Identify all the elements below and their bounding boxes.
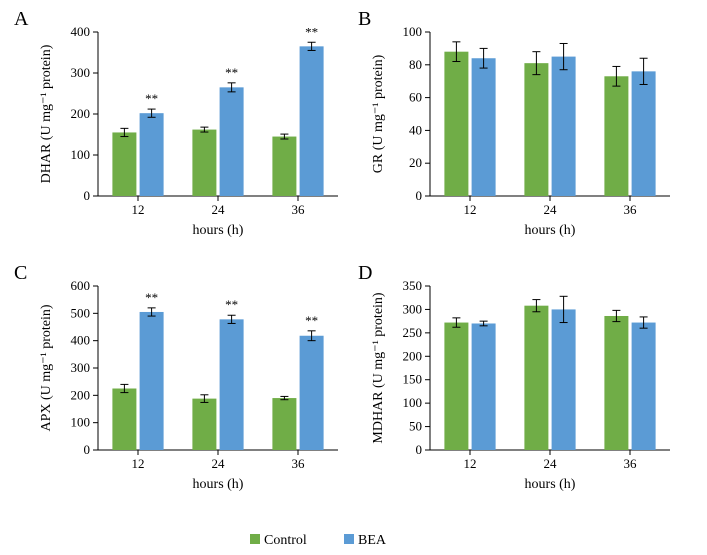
svg-text:36: 36 [624,456,638,471]
svg-text:100: 100 [71,147,91,162]
svg-text:**: ** [305,313,318,328]
svg-text:hours (h): hours (h) [525,223,576,238]
svg-text:GR (U mg⁻¹ protein): GR (U mg⁻¹ protein) [371,54,386,173]
svg-text:300: 300 [403,301,423,316]
svg-text:200: 200 [403,348,423,363]
svg-text:36: 36 [624,202,638,217]
panel-D-chart: 0 50 100 150 200 250 300 350 MDHAR (U mg⁻¹ prote… [370,270,690,500]
svg-text:0: 0 [416,442,423,457]
legend: Control BEA [250,528,490,552]
svg-text:60: 60 [409,90,422,105]
svg-text:APX (U mg⁻¹ protein): APX (U mg⁻¹ protein) [39,304,54,431]
svg-text:24: 24 [212,202,226,217]
svg-text:80: 80 [409,57,422,72]
svg-text:200: 200 [71,387,91,402]
svg-text:**: ** [145,91,158,106]
svg-text:12: 12 [132,202,145,217]
panel-A-label: A [14,8,28,31]
svg-text:400: 400 [71,24,91,39]
svg-text:12: 12 [132,456,145,471]
svg-text:300: 300 [71,65,91,80]
svg-text:0: 0 [84,442,91,457]
svg-text:350: 350 [403,278,423,293]
panel-B-chart: 0 20 40 60 80 100 GR (U mg⁻¹ protein) 12 24 36 hou… [370,16,690,246]
panel-C-chart: 0 100 200 300 400 500 600 APX (U mg⁻¹ protein) 1… [30,270,350,500]
svg-text:hours (h): hours (h) [193,477,244,492]
svg-text:**: ** [225,65,238,80]
svg-text:MDHAR (U mg⁻¹ protein): MDHAR (U mg⁻¹ protein) [371,292,386,444]
panel-C-label: C [14,262,27,285]
svg-text:300: 300 [71,360,91,375]
svg-text:36: 36 [292,202,306,217]
svg-text:**: ** [305,24,318,39]
svg-text:400: 400 [71,333,91,348]
svg-text:0: 0 [416,188,423,203]
svg-text:24: 24 [544,202,558,217]
svg-text:hours (h): hours (h) [193,223,244,238]
svg-text:hours (h): hours (h) [525,477,576,492]
svg-text:36: 36 [292,456,306,471]
svg-text:24: 24 [544,456,558,471]
svg-text:BEA: BEA [358,533,387,548]
svg-text:20: 20 [409,155,422,170]
svg-text:100: 100 [71,415,91,430]
svg-text:50: 50 [409,419,422,434]
svg-text:100: 100 [403,395,423,410]
svg-text:150: 150 [403,372,423,387]
svg-text:Control: Control [264,533,307,548]
panel-A-chart: 0 100 200 300 400 DHAR (U mg⁻¹ protein) 12 ** 24… [30,16,350,246]
svg-text:DHAR (U mg⁻¹ protein): DHAR (U mg⁻¹ protein) [39,44,54,183]
figure-root: A B C D 0100200300400DHAR (U mg⁻¹ protei… [0,0,707,555]
svg-text:12: 12 [464,456,477,471]
svg-text:12: 12 [464,202,477,217]
svg-text:250: 250 [403,325,423,340]
svg-text:**: ** [145,290,158,305]
svg-text:0: 0 [84,188,91,203]
svg-text:200: 200 [71,106,91,121]
svg-text:24: 24 [212,456,226,471]
svg-text:600: 600 [71,278,91,293]
svg-text:**: ** [225,297,238,312]
svg-text:500: 500 [71,305,91,320]
svg-text:40: 40 [409,122,422,137]
svg-text:100: 100 [403,24,423,39]
